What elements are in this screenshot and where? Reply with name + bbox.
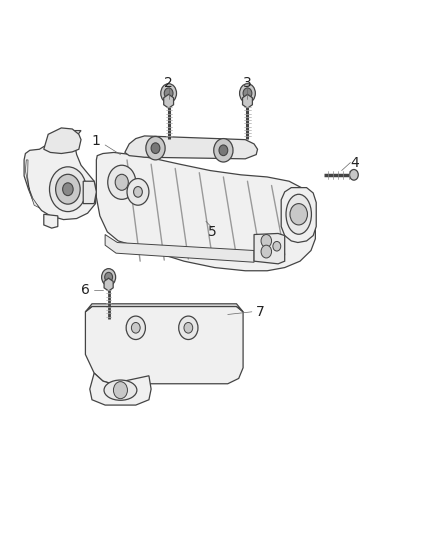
Circle shape (179, 316, 198, 340)
Polygon shape (96, 152, 315, 271)
Circle shape (126, 316, 145, 340)
Circle shape (261, 245, 272, 258)
Polygon shape (254, 233, 285, 264)
Polygon shape (164, 94, 173, 108)
Polygon shape (90, 373, 151, 405)
Polygon shape (105, 235, 254, 262)
Circle shape (243, 88, 252, 99)
Circle shape (214, 139, 233, 162)
Circle shape (49, 167, 86, 212)
Text: 4: 4 (350, 156, 359, 169)
Circle shape (102, 269, 116, 286)
Circle shape (350, 169, 358, 180)
Polygon shape (243, 94, 252, 108)
Polygon shape (125, 136, 258, 159)
Polygon shape (24, 131, 96, 220)
Circle shape (56, 174, 80, 204)
Circle shape (261, 235, 272, 247)
Polygon shape (25, 160, 39, 208)
Circle shape (164, 88, 173, 99)
Circle shape (146, 136, 165, 160)
Circle shape (108, 165, 136, 199)
Polygon shape (83, 181, 96, 204)
Circle shape (151, 143, 160, 154)
Circle shape (131, 322, 140, 333)
Polygon shape (85, 304, 243, 312)
Polygon shape (44, 128, 81, 154)
Ellipse shape (104, 380, 137, 400)
Text: 6: 6 (81, 284, 90, 297)
Text: 7: 7 (256, 305, 265, 319)
Text: 2: 2 (164, 76, 173, 90)
Circle shape (240, 84, 255, 103)
Polygon shape (104, 278, 113, 291)
Text: 5: 5 (208, 225, 217, 239)
Text: 3: 3 (243, 76, 252, 90)
Circle shape (184, 322, 193, 333)
Circle shape (290, 204, 307, 225)
Circle shape (113, 382, 127, 399)
Circle shape (63, 183, 73, 196)
Circle shape (134, 187, 142, 197)
Polygon shape (85, 306, 243, 384)
Circle shape (105, 272, 113, 282)
Circle shape (219, 145, 228, 156)
Circle shape (161, 84, 177, 103)
Circle shape (115, 174, 128, 190)
Circle shape (127, 179, 149, 205)
Text: 1: 1 (92, 134, 101, 148)
Ellipse shape (286, 195, 311, 235)
Polygon shape (44, 214, 58, 228)
Polygon shape (281, 188, 316, 243)
Circle shape (273, 241, 281, 251)
